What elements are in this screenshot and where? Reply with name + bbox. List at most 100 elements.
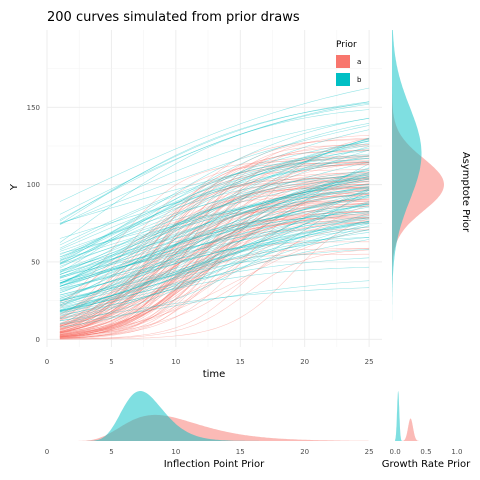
curve-a bbox=[59, 199, 370, 326]
legend-title: Prior bbox=[336, 40, 357, 50]
curve-a bbox=[59, 229, 370, 335]
curve-a bbox=[59, 202, 370, 330]
curve-a bbox=[59, 181, 370, 325]
curve-a bbox=[59, 189, 370, 337]
curve-b bbox=[59, 178, 370, 254]
curve-b bbox=[59, 144, 370, 224]
curve-b bbox=[59, 186, 370, 275]
curve-a bbox=[59, 214, 370, 331]
curve-a bbox=[59, 205, 370, 326]
curve-a bbox=[59, 149, 370, 331]
curve-b bbox=[59, 137, 370, 284]
curve-b bbox=[59, 101, 370, 222]
curve-a bbox=[59, 185, 370, 337]
curve-b bbox=[59, 176, 370, 284]
curve-a bbox=[59, 184, 370, 330]
curve-a bbox=[59, 175, 370, 337]
curve-a bbox=[59, 150, 370, 333]
curve-a bbox=[59, 186, 370, 336]
curve-b bbox=[59, 218, 370, 281]
curve-b bbox=[59, 109, 370, 243]
curve-a bbox=[59, 164, 370, 319]
curve-b bbox=[59, 167, 370, 304]
curve-a bbox=[59, 201, 370, 327]
inflection-tick-label: 0 bbox=[45, 448, 49, 456]
y-tick-label: 100 bbox=[27, 181, 40, 189]
curve-a bbox=[59, 200, 370, 334]
curve-a bbox=[59, 198, 370, 336]
curve-a bbox=[59, 150, 370, 330]
curve-a bbox=[59, 205, 370, 338]
curve-a bbox=[59, 216, 370, 321]
curve-a bbox=[59, 247, 370, 334]
curve-b bbox=[59, 123, 370, 269]
curve-b bbox=[59, 223, 370, 311]
curve-b bbox=[59, 176, 370, 306]
inflection-density-panel bbox=[49, 391, 370, 441]
curve-b bbox=[59, 173, 370, 278]
curve-a bbox=[59, 183, 370, 333]
curve-b bbox=[59, 287, 370, 322]
curve-b bbox=[59, 147, 370, 258]
curve-a bbox=[59, 162, 370, 332]
curve-a bbox=[59, 146, 370, 333]
curve-b bbox=[59, 178, 370, 300]
curve-a bbox=[59, 177, 370, 333]
curve-b bbox=[59, 220, 370, 312]
curve-b bbox=[59, 172, 370, 252]
curve-b bbox=[59, 153, 370, 249]
curve-b bbox=[59, 211, 370, 287]
curve-a bbox=[59, 178, 370, 339]
curve-b bbox=[59, 225, 370, 316]
curve-b bbox=[59, 142, 370, 264]
y-tick-label: 150 bbox=[27, 104, 40, 112]
growth-ticks: 0.0 0.5 1.0 bbox=[390, 448, 463, 456]
curve-a bbox=[59, 164, 370, 338]
growth-tick-label: 1.0 bbox=[451, 448, 462, 456]
legend: Prior a b bbox=[336, 40, 362, 86]
curve-a bbox=[59, 139, 370, 326]
curve-a bbox=[59, 162, 370, 318]
curve-a bbox=[59, 161, 370, 318]
curve-a bbox=[59, 193, 370, 336]
curve-b bbox=[59, 187, 370, 294]
curve-a bbox=[59, 177, 370, 331]
curve-b bbox=[59, 221, 370, 311]
inflection-axis-title: Inflection Point Prior bbox=[164, 459, 265, 470]
curve-b bbox=[59, 205, 370, 271]
curve-b bbox=[59, 237, 370, 307]
curve-b bbox=[59, 180, 370, 273]
curve-b bbox=[59, 158, 370, 285]
curve-b bbox=[59, 203, 370, 284]
curve-a bbox=[59, 195, 370, 320]
curve-b bbox=[59, 155, 370, 273]
curve-b bbox=[59, 229, 370, 308]
curve-a bbox=[59, 173, 370, 338]
curve-a bbox=[59, 162, 370, 338]
curve-a bbox=[59, 203, 370, 334]
inflection-density-b bbox=[49, 391, 370, 441]
curve-a bbox=[59, 161, 370, 333]
curve-b bbox=[59, 192, 370, 294]
curve-b bbox=[59, 232, 370, 301]
curve-a bbox=[59, 135, 370, 333]
inflection-tick-label: 10 bbox=[171, 448, 180, 456]
x-tick-label: 25 bbox=[365, 358, 374, 366]
curve-b bbox=[59, 176, 370, 283]
curve-a bbox=[59, 220, 370, 337]
curve-b bbox=[59, 188, 370, 309]
curve-b bbox=[59, 138, 370, 307]
curve-b bbox=[59, 220, 370, 296]
curve-b bbox=[59, 101, 370, 215]
curve-b bbox=[59, 155, 370, 239]
curve-b bbox=[59, 203, 370, 284]
curve-b bbox=[59, 188, 370, 278]
legend-label-a: a bbox=[357, 58, 361, 66]
curve-b bbox=[59, 141, 370, 260]
curve-b bbox=[59, 157, 370, 261]
curve-b bbox=[59, 212, 370, 299]
curve-a bbox=[59, 180, 370, 334]
curve-b bbox=[59, 170, 370, 311]
curve-a bbox=[59, 179, 370, 327]
